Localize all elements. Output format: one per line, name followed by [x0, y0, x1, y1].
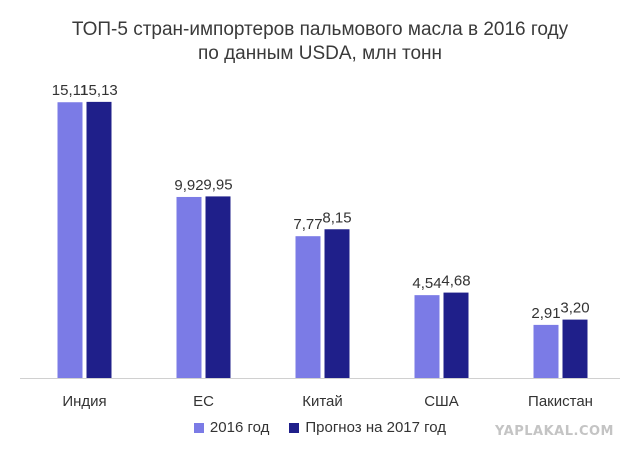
data-label-2016-0: 15,11: [52, 82, 88, 99]
x-tick-label-3: США: [424, 393, 459, 410]
bar-2017-1: [205, 196, 231, 378]
chart-title-block: ТОП-5 стран-импортеров пальмового масла …: [0, 18, 640, 66]
data-label-2017-0: 15,13: [80, 82, 118, 99]
x-tick-label-2: Китай: [302, 393, 343, 410]
data-label-2016-4: 2,91: [531, 305, 560, 322]
bar-2016-3: [414, 295, 440, 378]
data-label-2017-4: 3,20: [560, 300, 589, 317]
legend-item-2016: 2016 год: [193, 419, 270, 436]
chart-subtitle: по данным USDA, млн тонн: [197, 43, 443, 64]
data-label-2017-2: 8,15: [322, 209, 351, 226]
bar-2016-1: [176, 196, 202, 378]
legend-item-2017: Прогноз на 2017 год: [289, 419, 446, 436]
bar-2016-0: [57, 102, 83, 379]
data-label-2016-1: 9,92: [174, 177, 203, 194]
bar-2016-4: [533, 324, 559, 378]
bar-2017-3: [443, 292, 469, 378]
bar-2017-4: [562, 319, 588, 378]
data-label-2016-2: 7,77: [293, 216, 322, 233]
data-label-2017-3: 4,68: [441, 273, 470, 290]
bar-2017-2: [324, 229, 350, 378]
bar-2017-0: [86, 101, 112, 378]
legend-label-2016: 2016 год: [209, 419, 270, 436]
data-label-2016-3: 4,54: [412, 275, 441, 292]
bar-2016-2: [295, 236, 321, 378]
x-tick-label-0: Индия: [62, 393, 106, 410]
data-label-2017-1: 9,95: [203, 176, 232, 193]
x-tick-label-1: ЕС: [193, 393, 214, 410]
watermark: YAPLAKAL.COM: [495, 424, 614, 439]
chart-title: ТОП-5 стран-импортеров пальмового масла …: [71, 19, 569, 40]
legend: 2016 год Прогноз на 2017 год: [0, 419, 640, 436]
legend-swatch-2016: [193, 422, 204, 433]
legend-swatch-2017: [289, 422, 300, 433]
legend-label-2017: Прогноз на 2017 год: [305, 419, 447, 436]
x-tick-label-4: Пакистан: [528, 393, 593, 410]
